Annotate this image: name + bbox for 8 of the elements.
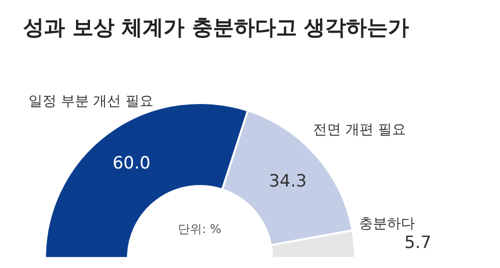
data-label: 34.3	[268, 171, 307, 192]
slice-label: 일정 부분 개선 필요	[28, 93, 154, 110]
data-label: 60.0	[112, 154, 150, 174]
text: 단위: %	[178, 222, 222, 236]
chart-title: 성과 보상 체계가 충분하다고 생각하는가	[23, 16, 410, 40]
slice-label: 충분하다	[359, 216, 416, 232]
data-label: 5.7	[404, 232, 432, 253]
slice-label: 전면 개편 필요	[313, 122, 406, 138]
